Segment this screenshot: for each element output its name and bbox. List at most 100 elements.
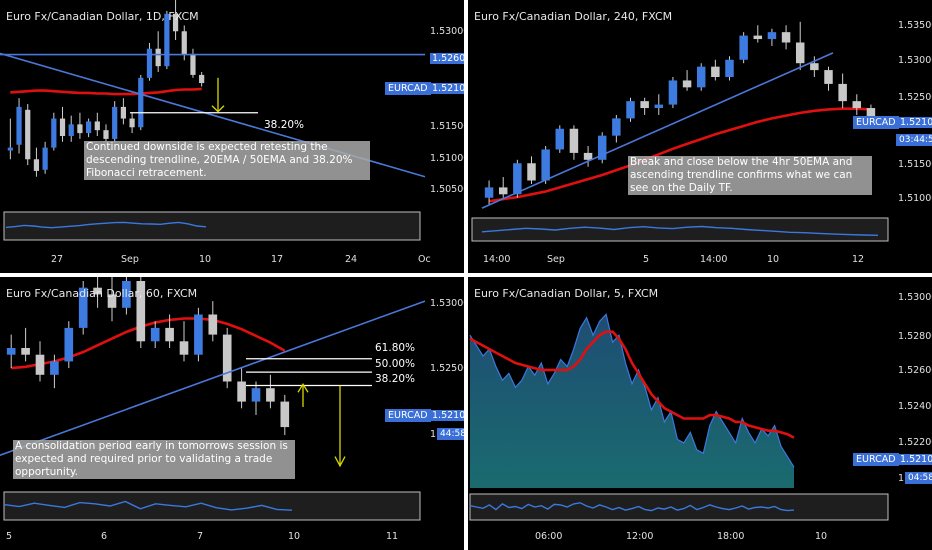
- candle-body: [179, 341, 189, 355]
- symbol-tag: EURCAD: [385, 82, 431, 95]
- candle-body: [165, 327, 174, 342]
- price-axis-label: 1.50500: [430, 184, 464, 195]
- candle-body: [129, 118, 135, 128]
- x-axis-label: 5: [643, 254, 650, 265]
- arrow-head: [297, 382, 309, 393]
- candle-body: [767, 32, 777, 40]
- last-price-label: 1.52108: [898, 454, 932, 465]
- x-axis-label: 5: [6, 531, 13, 542]
- candle-body: [739, 35, 748, 60]
- candle-body: [194, 314, 203, 355]
- h4-oscillator-line: [481, 225, 879, 236]
- candle-body: [86, 121, 92, 134]
- candle-body: [51, 118, 57, 148]
- price-axis-label: 1.51500: [430, 121, 464, 132]
- candle-body: [6, 348, 16, 355]
- countdown-prefix: 1: [898, 473, 905, 484]
- x-axis-label: 17: [271, 254, 284, 265]
- candle-body: [654, 104, 664, 109]
- candle-body: [94, 121, 100, 131]
- ascending-trendline: [0, 300, 426, 456]
- candle-body: [640, 101, 649, 109]
- price-axis-label: 1.51000: [898, 193, 932, 204]
- candle-body: [626, 101, 635, 119]
- candle-body: [838, 83, 847, 102]
- candle-body: [583, 152, 593, 160]
- candle-body: [190, 54, 196, 75]
- last-price-label: 1.52108: [430, 410, 464, 421]
- h1-chart-svg[interactable]: [0, 277, 464, 550]
- candle-body: [107, 294, 117, 308]
- chart-title: Euro Fx/Canadian Dollar, 1D, FXCM: [6, 10, 199, 23]
- fib-label-382: 38.20%: [375, 373, 416, 385]
- candle-body: [753, 35, 763, 40]
- candle-body: [696, 66, 706, 88]
- candle-body: [21, 348, 30, 355]
- x-axis-label: 7: [197, 531, 204, 542]
- x-axis-label: 06:00: [535, 531, 563, 542]
- candle-body: [527, 163, 536, 181]
- x-axis-label: 18:00: [717, 531, 745, 542]
- price-axis-label: 1.53000: [898, 55, 932, 66]
- chart-title: Euro Fx/Canadian Dollar, 240, FXCM: [474, 10, 673, 23]
- x-axis-label: 6: [101, 531, 108, 542]
- m5-chart-svg[interactable]: [468, 277, 932, 550]
- chart-panel-daily[interactable]: Euro Fx/Canadian Dollar, 1D, FXCM 1.5300…: [0, 0, 464, 273]
- chart-panel-240[interactable]: Euro Fx/Canadian Dollar, 240, FXCM 1.535…: [468, 0, 932, 273]
- x-axis-label: 12: [852, 254, 865, 265]
- candle-body: [164, 13, 170, 67]
- price-area-fill: [470, 314, 794, 488]
- symbol-tag: EURCAD: [853, 116, 899, 129]
- x-axis-label: 10: [288, 531, 301, 542]
- candle-body: [668, 80, 678, 105]
- price-axis-label: 1.53000: [430, 298, 464, 309]
- candle-body: [498, 187, 508, 195]
- chart-title: Euro Fx/Canadian Dollar, 60, FXCM: [6, 287, 198, 300]
- candle-body: [266, 388, 275, 402]
- candle-body: [513, 163, 522, 195]
- countdown-tag: 04:58: [905, 472, 932, 484]
- candle-body: [138, 77, 144, 128]
- fib-label-38: 38.20%: [264, 119, 305, 131]
- countdown-tag: 44:58: [437, 428, 464, 440]
- candle-body: [68, 124, 74, 136]
- candle-body: [484, 187, 494, 198]
- h4-chart-svg[interactable]: [468, 0, 932, 273]
- price-axis-label: 1.53500: [898, 20, 932, 31]
- x-axis-label: Sep: [547, 254, 565, 265]
- x-axis-label: 24: [345, 254, 358, 265]
- candle-body: [597, 135, 607, 160]
- ema-line: [488, 107, 871, 203]
- candle-body: [237, 381, 246, 402]
- candle-body: [16, 106, 22, 145]
- annotation-note: Break and close below the 4hr 50EMA and …: [628, 156, 872, 195]
- countdown-tag: 03:44:58: [896, 134, 932, 146]
- candle-body: [172, 13, 179, 32]
- candle-body: [25, 109, 31, 160]
- candle-body: [122, 281, 131, 308]
- symbol-tag: EURCAD: [853, 453, 899, 466]
- countdown-prefix: 1: [430, 429, 437, 440]
- price-axis-label: 1.52600: [430, 53, 464, 64]
- daily-chart-svg[interactable]: [0, 0, 464, 273]
- last-price-label: 1.52108: [898, 117, 932, 128]
- candle-body: [541, 149, 550, 181]
- fib-label-618: 61.80%: [375, 342, 416, 354]
- fib-label-500: 50.00%: [375, 358, 416, 370]
- price-axis-label: 1.51500: [898, 159, 932, 170]
- m5-oscillator-line: [469, 502, 795, 512]
- candle-body: [93, 287, 102, 295]
- candle-body: [222, 334, 232, 382]
- price-line: [469, 313, 795, 468]
- candle-body: [612, 118, 621, 136]
- ema-line: [10, 87, 202, 96]
- ema-line: [11, 317, 286, 370]
- daily-oscillator-line: [5, 221, 207, 229]
- annotation-note: Continued downside is expected retesting…: [84, 141, 370, 180]
- x-axis-label: 14:00: [700, 254, 728, 265]
- last-price-label: 1.52108: [430, 83, 464, 94]
- candle-body: [155, 48, 161, 67]
- chart-panel-5m[interactable]: Euro Fx/Canadian Dollar, 5, FXCM 1.53000…: [468, 277, 932, 550]
- arrow-head: [211, 105, 225, 113]
- chart-panel-60[interactable]: Euro Fx/Canadian Dollar, 60, FXCM 1.5300…: [0, 277, 464, 550]
